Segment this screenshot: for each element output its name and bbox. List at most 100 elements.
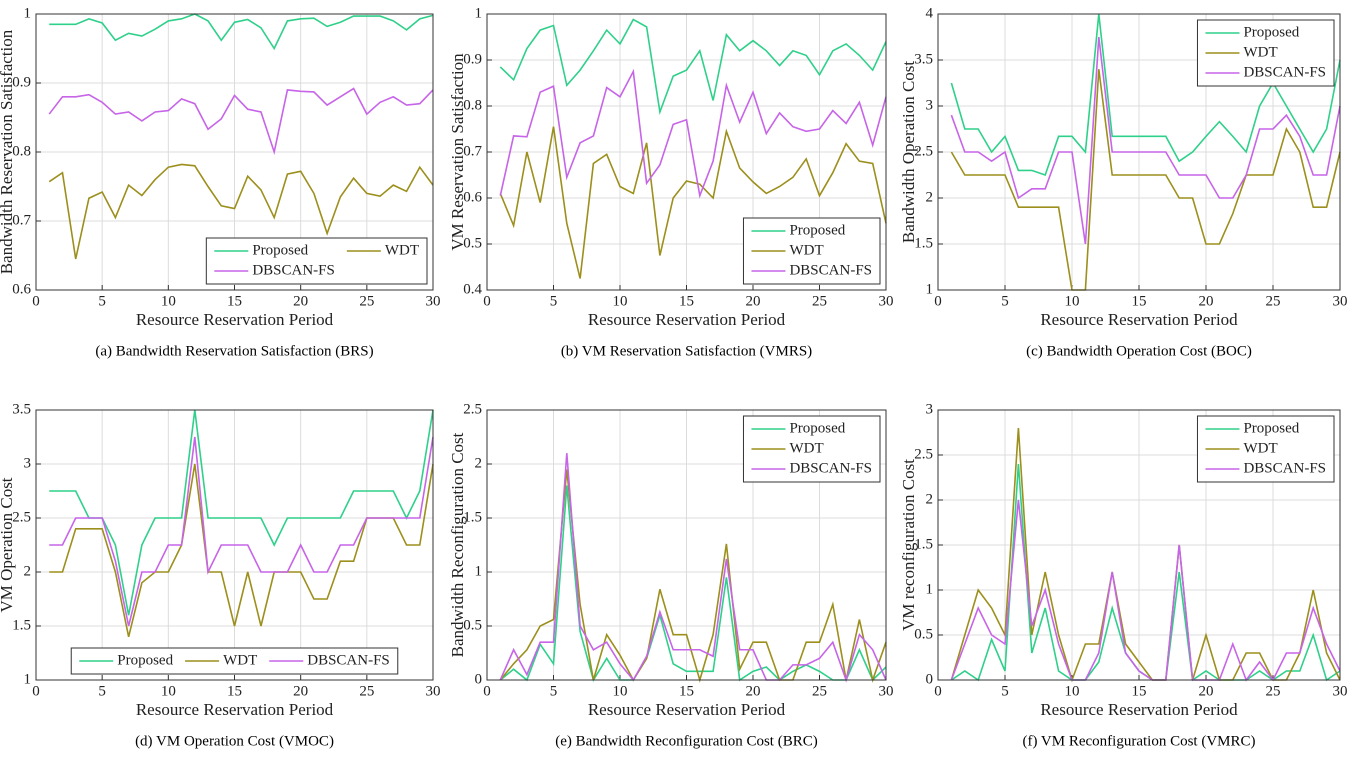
y-tick-label: 0.6 <box>463 189 482 205</box>
x-tick-label: 10 <box>161 683 176 699</box>
x-tick-label: 30 <box>426 683 441 699</box>
x-tick-label: 5 <box>98 683 106 699</box>
caption: (b) VM Reservation Satisfaction (VMRS) <box>561 343 812 359</box>
series-line <box>499 126 887 279</box>
legend: Proposed WDT DBSCAN-FS <box>1196 19 1335 87</box>
x-tick-label: 20 <box>1199 683 1214 699</box>
x-tick-label: 30 <box>1333 683 1348 699</box>
x-tick-label: 5 <box>550 293 558 309</box>
legend-box <box>70 647 399 675</box>
x-tick-label: 15 <box>679 293 694 309</box>
caption: (f) VM Reconfiguration Cost (VMRC) <box>1022 733 1255 749</box>
y-tick-label: 1 <box>926 581 934 597</box>
x-tick-label: 5 <box>1001 683 1009 699</box>
x-tick-label: 0 <box>32 293 40 309</box>
axes-frame <box>486 409 887 681</box>
x-axis-label: Resource Reservation Period <box>136 700 334 719</box>
y-tick-label: 2.5 <box>12 509 31 525</box>
caption: (c) Bandwidth Operation Cost (BOC) <box>1026 343 1252 359</box>
legend-label: Proposed <box>1243 24 1299 40</box>
x-tick-label: 0 <box>32 683 40 699</box>
y-tick-label: 3.5 <box>914 51 933 67</box>
series-line <box>950 13 1341 177</box>
legend-label: Proposed <box>789 222 845 238</box>
x-tick-label: 15 <box>679 683 694 699</box>
series-line <box>950 499 1341 682</box>
axes-frame <box>486 13 887 291</box>
y-tick-label: 0.7 <box>12 212 31 228</box>
series-line <box>48 87 434 156</box>
y-tick-label: 0.8 <box>463 97 482 113</box>
legend-label: WDT <box>789 242 823 258</box>
x-tick-label: 0 <box>483 293 491 309</box>
x-tick-label: 30 <box>879 683 894 699</box>
y-tick-label: 0.6 <box>12 281 31 297</box>
y-tick-label: 2.5 <box>914 143 933 159</box>
subplot: 0.40.50.60.70.80.910 5 10 15 20 25 30Resource … <box>448 5 894 359</box>
legend-box <box>205 237 428 285</box>
y-tick-label: 1.5 <box>914 536 933 552</box>
y-axis-label: Bandwidth Operation Cost <box>899 61 918 244</box>
x-tick-label: 25 <box>359 293 374 309</box>
legend: Proposed WDT DBSCAN-FS <box>205 237 428 285</box>
series-line <box>48 163 434 260</box>
legend: Proposed WDT DBSCAN-FS <box>742 217 881 285</box>
x-tick-label: 10 <box>1065 683 1080 699</box>
x-tick-label: 20 <box>746 293 761 309</box>
y-tick-label: 2.5 <box>463 401 482 417</box>
axes-frame <box>35 409 434 681</box>
y-tick-label: 2 <box>926 189 934 205</box>
y-axis-label: VM Reservation Satisfaction <box>448 53 467 251</box>
y-tick-label: 1.5 <box>463 509 482 525</box>
x-tick-label: 20 <box>293 683 308 699</box>
y-tick-label: 0.5 <box>463 617 482 633</box>
series-line <box>49 13 434 51</box>
x-axis-label: Resource Reservation Period <box>136 310 334 329</box>
x-tick-label: 25 <box>812 683 827 699</box>
x-tick-label: 5 <box>1001 293 1009 309</box>
axes-frame <box>937 409 1341 681</box>
x-tick-label: 25 <box>1266 293 1281 309</box>
y-tick-label: 3 <box>926 97 934 113</box>
y-tick-label: 3 <box>926 401 934 417</box>
x-tick-label: 15 <box>1132 293 1147 309</box>
x-tick-label: 15 <box>227 683 242 699</box>
series-line <box>49 409 434 616</box>
legend-label: DBSCAN-FS <box>1243 64 1326 80</box>
x-axis-label: Resource Reservation Period <box>588 310 786 329</box>
legend-label: WDT <box>789 440 823 456</box>
y-axis-label: Bandwidth Reconfiguration Cost <box>448 432 467 657</box>
subplot: 0 0.5 1 1.5 2 2.5 0 5 10 15 20 25 30 Resource Reserva… <box>448 401 894 749</box>
legend-label: DBSCAN-FS <box>789 460 872 476</box>
y-tick-label: 0.5 <box>914 626 933 642</box>
y-tick-label: 0.7 <box>463 143 482 159</box>
y-tick-label: 2 <box>475 455 483 471</box>
legend-label: Proposed <box>1243 420 1299 436</box>
x-axis-label: Resource Reservation Period <box>1040 310 1238 329</box>
x-tick-label: 30 <box>1333 293 1348 309</box>
x-tick-label: 0 <box>934 683 942 699</box>
subplot: 1 1.5 2 2.5 3 3.5 0 5 10 15 20 25 30 Resource Reserva… <box>0 401 441 749</box>
y-tick-label: 0.9 <box>12 74 31 90</box>
caption: (a) Bandwidth Reservation Satisfaction (… <box>95 343 373 359</box>
x-tick-label: 10 <box>613 293 628 309</box>
x-tick-label: 10 <box>161 293 176 309</box>
y-tick-label: 0.5 <box>463 235 482 251</box>
y-tick-label: 2.5 <box>914 446 933 462</box>
subplot: 1 1.5 2 2.5 3 3.5 4 0 5 10 15 20 25 30 Resource Reserv… <box>899 5 1348 359</box>
x-tick-label: 5 <box>98 293 106 309</box>
y-tick-label: 0.8 <box>12 143 31 159</box>
y-tick-label: 1 <box>475 563 483 579</box>
x-tick-label: 10 <box>613 683 628 699</box>
x-tick-label: 0 <box>483 683 491 699</box>
legend-label: WDT <box>385 242 419 258</box>
series-line <box>950 36 1341 245</box>
series-line <box>950 69 1341 291</box>
x-tick-label: 10 <box>1065 293 1080 309</box>
legend-label: Proposed <box>252 242 308 258</box>
x-tick-label: 30 <box>879 293 894 309</box>
y-axis-label: VM reconfiguration Cost <box>899 459 918 631</box>
y-tick-label: 0 <box>926 671 934 687</box>
